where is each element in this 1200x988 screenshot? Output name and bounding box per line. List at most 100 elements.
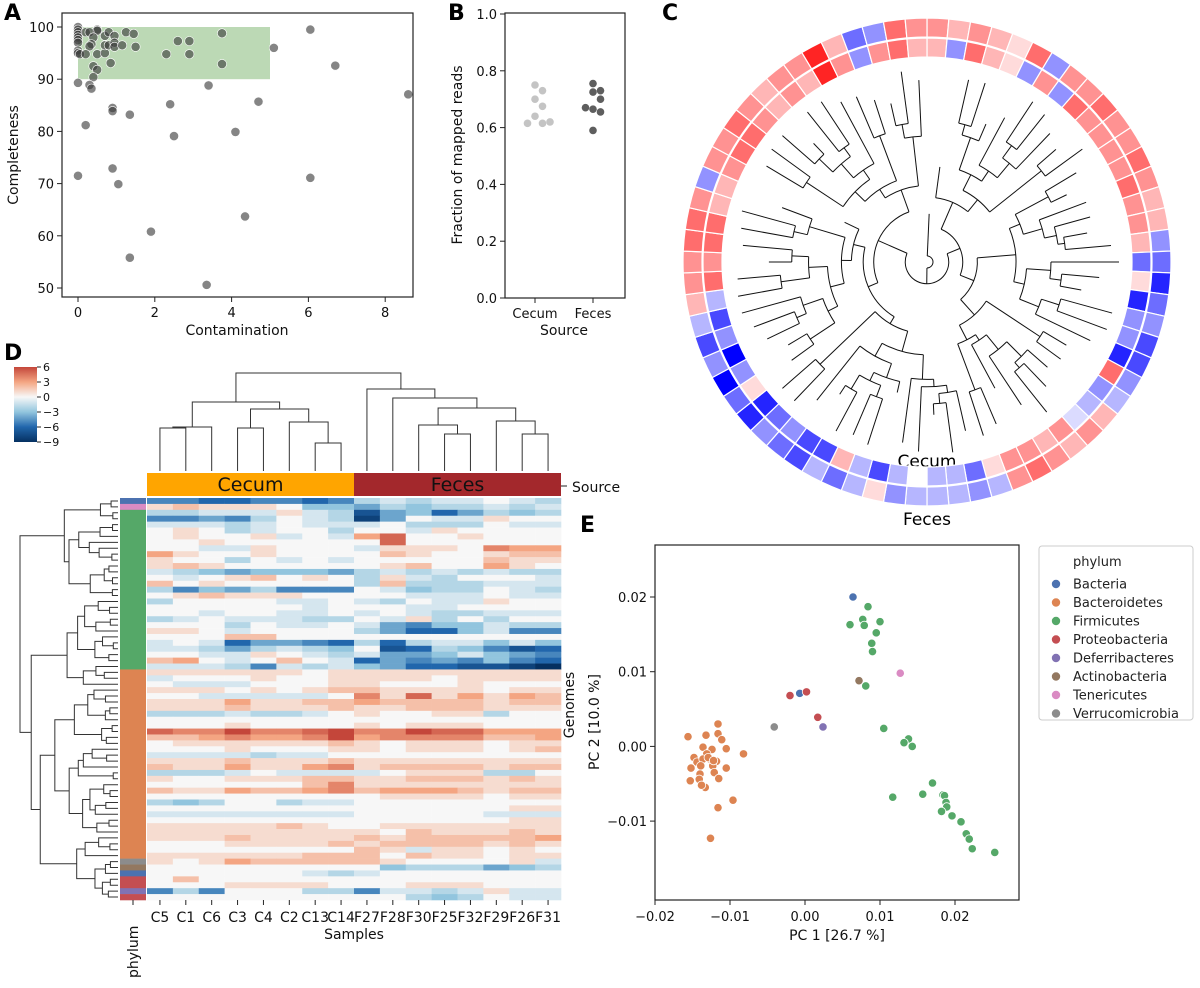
heatmap-cell (224, 894, 251, 901)
heatmap-cell (198, 752, 225, 759)
heatmap-cell (198, 509, 225, 517)
tree-branch (873, 99, 886, 134)
tree-branch (802, 298, 823, 306)
heatmap-cell (250, 817, 277, 824)
heatmap-cell (354, 639, 381, 647)
heatmap-cell (457, 699, 484, 706)
heatmap-cell (276, 533, 303, 540)
tree-branch (806, 182, 844, 208)
heatmap-cell (147, 533, 174, 540)
heatmap-cell (172, 858, 200, 865)
heatmap-cell (431, 805, 458, 812)
heatmap-cell (172, 498, 200, 505)
genome-pca-point (871, 628, 881, 638)
heatmap-cell (302, 616, 329, 623)
heatmap-cell (379, 823, 407, 830)
tree-branch (867, 398, 884, 445)
heatmap-cell (379, 515, 407, 522)
heatmap-cell (354, 604, 381, 611)
heatmap-cell (172, 722, 200, 729)
heatmap-cell (354, 834, 381, 842)
heatmap-cell (354, 846, 381, 854)
heatmap-cell (535, 503, 562, 511)
heatmap-cell (483, 840, 510, 848)
panel-b-y-axis-label: Fraction of mapped reads (450, 65, 466, 244)
heatmap-cell (276, 823, 303, 830)
heatmap-cell (302, 704, 329, 712)
tree-arc (832, 156, 851, 173)
heatmap-cell (276, 651, 303, 658)
read-fraction-point (596, 108, 605, 116)
heatmap-cell (509, 651, 536, 658)
heatmap-cell (172, 509, 200, 517)
heatmap-cell (457, 823, 484, 830)
dendrogram-link (444, 433, 471, 471)
heatmap-cell (354, 616, 381, 623)
heatmap-cell (302, 657, 329, 664)
dendrogram-link (111, 589, 118, 597)
tree-arc (1036, 331, 1044, 342)
heatmap-cell (250, 663, 277, 670)
heatmap-row (147, 882, 562, 889)
tree-arc (962, 189, 991, 213)
heatmap-cell (509, 639, 536, 647)
heatmap-cell (328, 675, 355, 682)
heatmap-cell (509, 699, 536, 706)
heatmap-cell (224, 568, 251, 576)
tree-arc (959, 300, 987, 326)
legend-item: Actinobacteria (1051, 670, 1167, 685)
genome-point (201, 279, 212, 290)
heatmap-cell (431, 699, 458, 706)
dendrogram-link (235, 372, 402, 402)
heatmap-cell (224, 580, 251, 587)
heatmap-cell (198, 580, 225, 587)
tree-branch (793, 231, 808, 236)
heatmap-cell (457, 675, 484, 682)
heatmap-cell (354, 864, 381, 871)
heatmap-cell (302, 805, 329, 812)
dendrogram-link (77, 759, 114, 777)
heatmap-cell (405, 586, 432, 593)
heatmap-cell (198, 817, 225, 824)
heatmap-cell (405, 716, 432, 723)
heatmap-cell (431, 882, 458, 889)
colorbar-tick-label: 6 (43, 361, 50, 374)
heatmap-cell (457, 515, 484, 522)
heatmap-cell (483, 551, 510, 558)
heatmap-cell (379, 764, 407, 771)
heatmap-cell (147, 888, 174, 895)
tree-arc (814, 153, 825, 165)
heatmap-cell (354, 746, 381, 753)
heatmap-cell (198, 882, 225, 889)
heatmap-cell (172, 557, 200, 564)
heatmap-cell (224, 728, 251, 735)
heatmap-cell (250, 834, 277, 842)
heatmap-cell (302, 563, 329, 570)
heatmap-cell (379, 580, 407, 587)
tree-branch (946, 385, 949, 393)
heatmap-cell (224, 498, 251, 505)
heatmap-cell (457, 834, 484, 842)
heatmap-cell (354, 533, 381, 540)
heatmap-cell (354, 545, 381, 552)
heatmap-cell (431, 669, 458, 676)
heatmap-cell (224, 840, 251, 848)
heatmap-cell (328, 586, 355, 593)
heatmap-cell (276, 846, 303, 854)
heatmap-cell (224, 769, 251, 777)
dendrogram-link (109, 606, 118, 614)
heatmap-cell (457, 669, 484, 676)
tree-branch (1035, 313, 1091, 342)
heatmap-cell (250, 503, 277, 511)
heatmap-cell (431, 840, 458, 848)
heatmap-cell (224, 693, 251, 700)
tree-arc (933, 402, 947, 405)
heatmap-cell (328, 740, 355, 747)
panel-label-c: C (662, 1, 678, 26)
tree-branch (737, 274, 781, 280)
heatmap-cell (483, 498, 510, 505)
heatmap-row (147, 693, 562, 700)
legend-label: Deferribacteres (1073, 652, 1174, 667)
heatmap-cell (483, 864, 510, 871)
